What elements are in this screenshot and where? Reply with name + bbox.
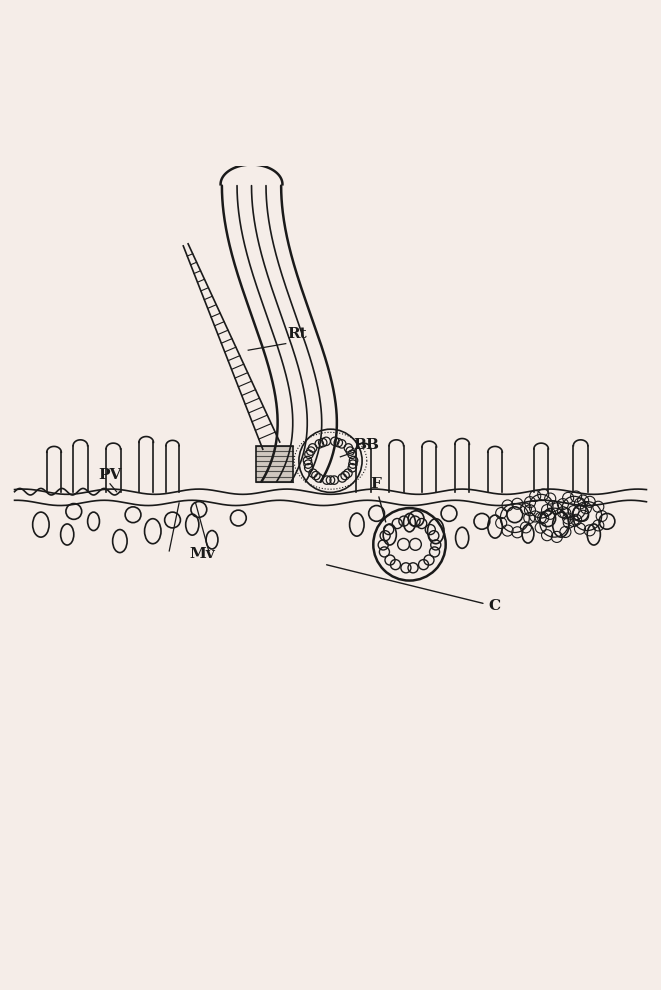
Text: F: F [370,477,386,522]
Text: BB: BB [354,438,379,451]
Text: Rt: Rt [288,328,307,342]
Text: Mv: Mv [189,546,215,560]
Text: PV: PV [98,468,122,482]
Bar [256,446,293,482]
Text: C: C [327,564,500,613]
